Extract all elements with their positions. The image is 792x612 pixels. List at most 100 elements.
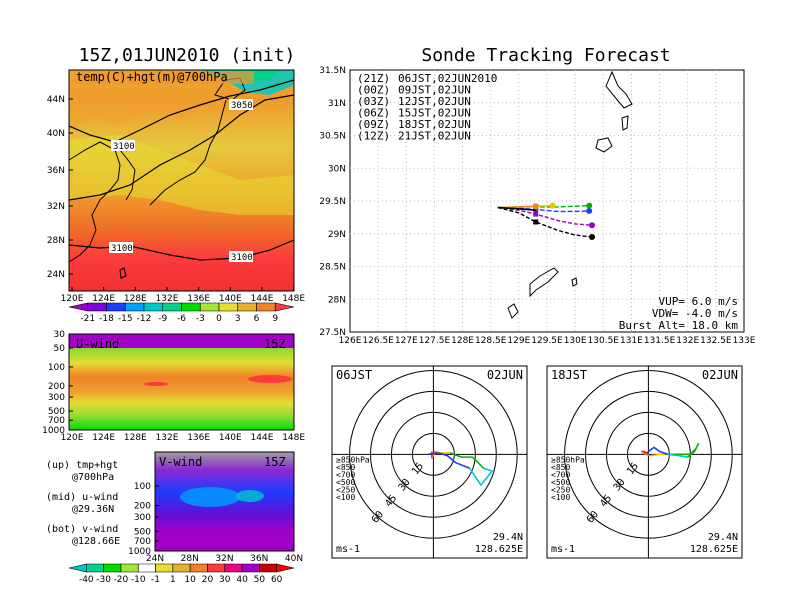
wind-colorbar-swatch — [189, 563, 208, 573]
tracking-title: Sonde Tracking Forecast — [421, 45, 670, 66]
u-wind-longitude-ticks: 120E 124E 128E 132E 136E 140E 144E 148E — [61, 433, 306, 443]
temp-colorbar-swatch — [143, 302, 164, 312]
hodograph-frame — [546, 365, 743, 559]
trajectory-endpoint — [589, 222, 596, 229]
u-wind-top-band — [69, 334, 294, 348]
trajectory-burst-marker — [533, 219, 539, 225]
coastline-korea — [119, 149, 136, 201]
tracking-lon-label: 132E — [676, 336, 699, 346]
wind-colorbar-swatch — [155, 563, 174, 573]
legend-code: (00Z) — [357, 84, 390, 97]
legend-time: 09JST,02JUN — [398, 84, 471, 97]
u-wind-pressure-label: 1000 — [42, 426, 65, 436]
v-wind-pressure-label: 700 — [134, 537, 151, 547]
island-yakushima — [595, 137, 613, 153]
tracking-lon-label: 127.5E — [419, 336, 451, 346]
trajectory-endpoint — [586, 207, 593, 214]
temp-colorbar-swatch — [274, 302, 295, 312]
wind-colorbar-swatch — [259, 563, 277, 573]
temp-colorbar-label: -21 — [80, 314, 95, 324]
tracking-lon-label: 130E — [564, 336, 587, 346]
hodograph-level-legend: <250 — [336, 485, 355, 494]
v-wind-lat-label: 24N — [146, 554, 164, 564]
hodograph-lat: 29.4N — [708, 532, 738, 543]
legend-code: (03Z) — [357, 95, 390, 108]
temp-colorbar-swatch — [87, 302, 107, 312]
note-up-b: @700hPa — [72, 472, 114, 483]
wind-colorbar-swatch — [86, 563, 104, 573]
u-wind-frame — [68, 333, 295, 431]
note-mid-b: @29.36N — [72, 504, 114, 515]
wind-colorbar-swatch — [103, 563, 122, 573]
island-north — [605, 70, 633, 109]
tracking-lon-label: 127E — [395, 336, 418, 346]
temp-colorbar-label: 9 — [272, 314, 278, 324]
tracking-lat-label: 30N — [328, 164, 346, 174]
tracking-lon-label: 129.5E — [531, 336, 563, 346]
wind-colorbar-label: -30 — [96, 575, 111, 585]
map-lon-tick-label: 144E — [251, 294, 274, 304]
map-lat-tick-label: 24N — [47, 270, 65, 280]
island-tokunoshima — [507, 303, 519, 319]
contour-label-3100-b-box — [109, 242, 133, 253]
map-lon-tick-label: 128E — [124, 294, 147, 304]
tracking-lat-label: 29N — [328, 230, 346, 240]
u-wind-pressure-label: 30 — [54, 330, 66, 340]
note-up-a: (up) tmp+hgt — [46, 460, 118, 471]
temp-colorbar-label: 3 — [235, 314, 241, 324]
temp-colorbar-label: 0 — [216, 314, 222, 324]
tracking-lon-label: 129E — [507, 336, 530, 346]
wind-colorbar-label: 40 — [236, 575, 248, 585]
coastline-china — [68, 141, 121, 263]
island-tanegashima — [621, 115, 629, 131]
u-wind-lon-label: 136E — [187, 433, 210, 443]
hodograph-time: 06JST — [336, 368, 372, 382]
map-lat-tick-label: 40N — [47, 129, 65, 139]
hodograph-level-legend: <100 — [551, 493, 570, 502]
v-wind-label: V-wind — [159, 455, 202, 469]
wind-colorbar-label: 1 — [170, 575, 176, 585]
map-lon-tick-label: 132E — [156, 294, 179, 304]
map-lat-tick-label: 36N — [47, 166, 65, 176]
panel-notes: (up) tmp+hgt @700hPa (mid) u-wind @29.36… — [46, 460, 120, 547]
hodograph-level-legend: ≥850hPa — [336, 455, 370, 464]
legend-code: (09Z) — [357, 118, 390, 131]
temp-colorbar-label: -6 — [177, 314, 186, 324]
wind-colorbar-label: 50 — [254, 575, 266, 585]
param-burst: Burst Alt= 18.0 km — [619, 319, 739, 332]
tracking-parameters: VUP= 6.0 m/s VDW= -4.0 m/s Burst Alt= 18… — [619, 295, 739, 332]
temp-colorbar-swatch — [237, 302, 257, 312]
temperature-band-mid — [69, 135, 294, 215]
hodograph-level-legend: <700 — [336, 470, 355, 479]
temperature-colorbar: -21 -18 -15 -12 -9 -6 -3 0 3 6 9 — [68, 302, 295, 324]
hodograph-level-legend: <850 — [336, 463, 355, 472]
hodograph-trace — [449, 452, 485, 469]
trajectory-endpoint — [532, 203, 539, 210]
coastline-japan — [149, 99, 227, 206]
legend-code: (21Z) — [357, 72, 390, 85]
v-wind-pressure-label: 300 — [134, 513, 151, 523]
v-wind-latitude-ticks: 24N 28N 32N 36N 40N — [146, 554, 303, 564]
legend-time: 21JST,02JUN — [398, 130, 471, 143]
wind-colorbar-swatch — [276, 563, 295, 573]
wind-colorbar-swatch — [68, 563, 87, 573]
temp-colorbar-label: -15 — [118, 314, 133, 324]
wind-colorbar-swatch — [137, 563, 156, 573]
hodograph-level-legend: <850 — [551, 463, 570, 472]
trajectory-endpoint — [549, 202, 556, 209]
temp-colorbar-swatch — [181, 302, 201, 312]
temp-colorbar-swatch — [199, 302, 220, 312]
u-wind-pressure-label: 700 — [48, 416, 65, 426]
wind-colorbar-swatch — [241, 563, 260, 573]
tracking-axis-labels: 31.5N31N30.5N30N29.5N29N28.5N28N27.5N126… — [319, 66, 756, 346]
contour-label-3050: 3050 — [231, 101, 253, 111]
v-wind-lat-label: 40N — [285, 554, 303, 564]
legend-time: 06JST,02JUN2010 — [398, 72, 497, 85]
wind-colorbar-label: -1 — [151, 575, 160, 585]
